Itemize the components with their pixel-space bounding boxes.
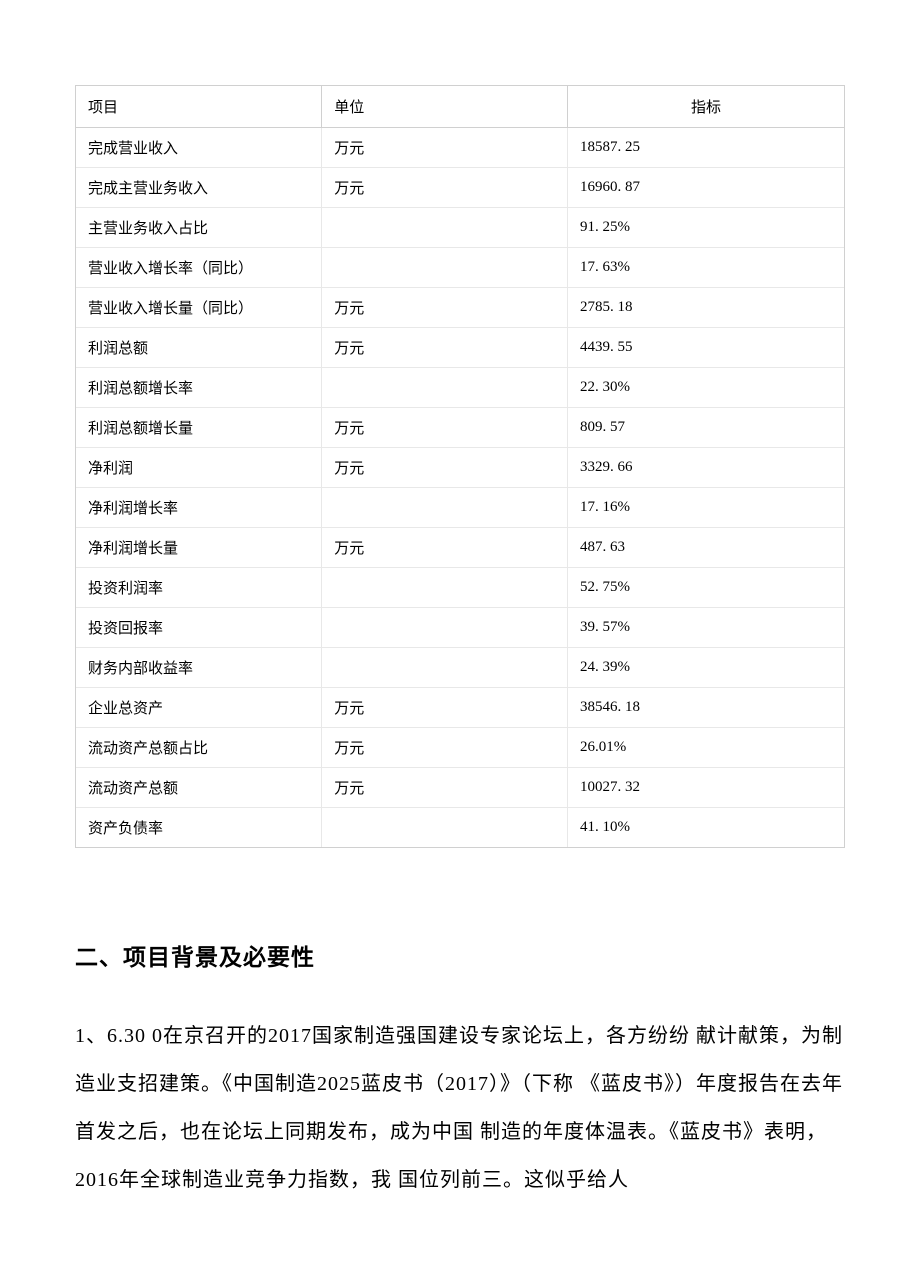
table-row: 利润总额增长率 22. 30% [76,368,844,408]
table-row: 投资利润率 52. 75% [76,568,844,608]
col-header-indicator: 指标 [568,86,845,128]
table-header-row: 项目 单位 指标 [76,86,844,128]
cell-unit [322,368,568,408]
table-row: 营业收入增长率（同比） 17. 63% [76,248,844,288]
table-row: 财务内部收益率 24. 39% [76,648,844,688]
cell-item: 流动资产总额占比 [76,728,322,768]
cell-item: 营业收入增长量（同比） [76,288,322,328]
cell-item: 资产负债率 [76,808,322,848]
cell-value: 4439. 55 [568,328,845,368]
cell-unit: 万元 [322,728,568,768]
cell-value: 91. 25% [568,208,845,248]
cell-item: 完成主营业务收入 [76,168,322,208]
table-row: 企业总资产万元38546. 18 [76,688,844,728]
cell-value: 10027. 32 [568,768,845,808]
cell-value: 17. 16% [568,488,845,528]
col-header-item: 项目 [76,86,322,128]
table-row: 净利润万元3329. 66 [76,448,844,488]
table-row: 流动资产总额万元10027. 32 [76,768,844,808]
cell-unit: 万元 [322,288,568,328]
table-row: 资产负债率 41. 10% [76,808,844,848]
financial-table-container: 项目 单位 指标 完成营业收入万元18587. 25完成主营业务收入万元1696… [75,85,845,848]
cell-unit: 万元 [322,408,568,448]
financial-table: 项目 单位 指标 完成营业收入万元18587. 25完成主营业务收入万元1696… [76,86,844,847]
table-row: 完成营业收入万元18587. 25 [76,128,844,168]
cell-unit [322,568,568,608]
section-heading: 二、项目背景及必要性 [75,938,845,972]
cell-item: 投资回报率 [76,608,322,648]
cell-unit [322,648,568,688]
table-row: 净利润增长量万元487. 63 [76,528,844,568]
cell-unit [322,208,568,248]
cell-value: 22. 30% [568,368,845,408]
cell-item: 投资利润率 [76,568,322,608]
cell-item: 净利润 [76,448,322,488]
cell-unit: 万元 [322,448,568,488]
cell-value: 487. 63 [568,528,845,568]
cell-value: 16960. 87 [568,168,845,208]
section-paragraph: 1、6.30 0在京召开的2017国家制造强国建设专家论坛上，各方纷纷 献计献策… [75,1012,845,1204]
cell-unit: 万元 [322,688,568,728]
cell-item: 利润总额增长量 [76,408,322,448]
cell-item: 净利润增长量 [76,528,322,568]
table-row: 利润总额增长量万元809. 57 [76,408,844,448]
table-body: 完成营业收入万元18587. 25完成主营业务收入万元16960. 87主营业务… [76,128,844,848]
cell-unit [322,608,568,648]
cell-value: 38546. 18 [568,688,845,728]
cell-item: 利润总额 [76,328,322,368]
cell-item: 完成营业收入 [76,128,322,168]
cell-unit [322,248,568,288]
col-header-unit: 单位 [322,86,568,128]
paragraph-prefix: 1、 [75,1025,107,1047]
table-row: 投资回报率 39. 57% [76,608,844,648]
cell-unit: 万元 [322,168,568,208]
table-header: 项目 单位 指标 [76,86,844,128]
cell-value: 52. 75% [568,568,845,608]
table-row: 主营业务收入占比 91. 25% [76,208,844,248]
paragraph-text: 6.30 0在京召开的2017国家制造强国建设专家论坛上，各方纷纷 献计献策，为… [75,1025,843,1191]
cell-value: 17. 63% [568,248,845,288]
cell-value: 41. 10% [568,808,845,848]
cell-value: 24. 39% [568,648,845,688]
cell-item: 企业总资产 [76,688,322,728]
cell-item: 主营业务收入占比 [76,208,322,248]
cell-value: 3329. 66 [568,448,845,488]
cell-unit: 万元 [322,328,568,368]
cell-unit: 万元 [322,528,568,568]
cell-item: 净利润增长率 [76,488,322,528]
cell-value: 18587. 25 [568,128,845,168]
cell-value: 809. 57 [568,408,845,448]
cell-item: 流动资产总额 [76,768,322,808]
cell-unit: 万元 [322,768,568,808]
cell-value: 39. 57% [568,608,845,648]
cell-item: 营业收入增长率（同比） [76,248,322,288]
cell-unit [322,808,568,848]
table-row: 净利润增长率 17. 16% [76,488,844,528]
cell-item: 利润总额增长率 [76,368,322,408]
cell-value: 26.01% [568,728,845,768]
table-row: 利润总额万元4439. 55 [76,328,844,368]
cell-unit: 万元 [322,128,568,168]
table-row: 流动资产总额占比万元26.01% [76,728,844,768]
cell-value: 2785. 18 [568,288,845,328]
cell-unit [322,488,568,528]
table-row: 完成主营业务收入万元16960. 87 [76,168,844,208]
cell-item: 财务内部收益率 [76,648,322,688]
table-row: 营业收入增长量（同比）万元2785. 18 [76,288,844,328]
